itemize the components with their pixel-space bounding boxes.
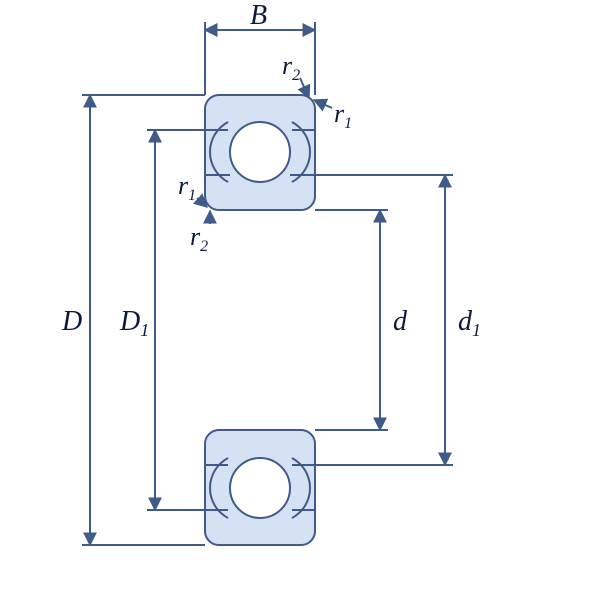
bearing-diagram: B D D1 d d1 [0, 0, 600, 600]
label-D1: D [119, 306, 140, 337]
svg-text:d1: d1 [458, 306, 481, 340]
svg-text:r1: r1 [178, 171, 196, 204]
label-r2-inner: r2 [190, 211, 210, 255]
label-r2-top: r2 [282, 51, 309, 98]
svg-text:r1: r1 [334, 99, 352, 132]
label-d1-sub: 1 [472, 320, 481, 340]
label-r1-inner: r1 [178, 171, 207, 207]
label-d: d [393, 306, 408, 337]
bearing-top [205, 95, 315, 210]
label-B: B [250, 0, 267, 31]
label-D: D [61, 306, 82, 337]
svg-text:r2: r2 [190, 222, 208, 255]
label-d1: d [458, 306, 473, 337]
svg-text:r2: r2 [282, 51, 300, 84]
label-D1-sub: 1 [140, 320, 149, 340]
dim-d: d [315, 210, 408, 430]
svg-text:D1: D1 [119, 306, 149, 340]
bearing-bottom [205, 430, 315, 545]
label-r1-top: r1 [314, 99, 352, 132]
